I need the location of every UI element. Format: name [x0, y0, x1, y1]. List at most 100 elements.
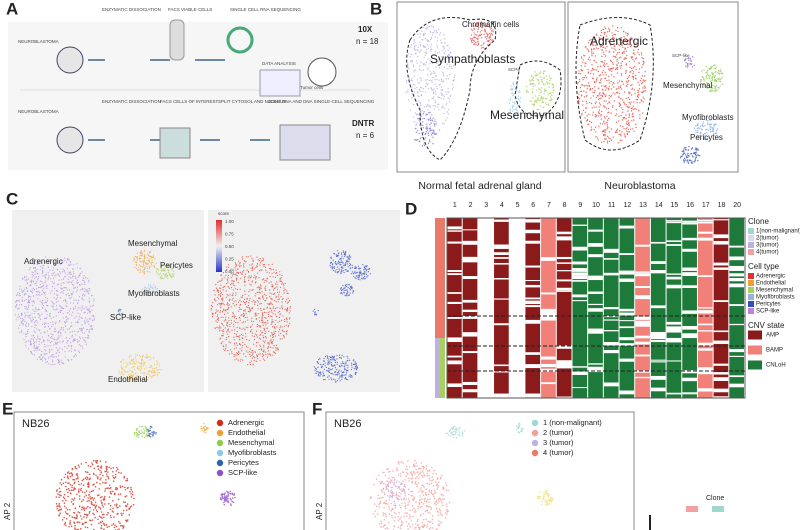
- heat-column: [635, 218, 650, 398]
- heat-stripe: [588, 229, 603, 232]
- heat-stripe: [729, 323, 744, 326]
- heat-stripe: [572, 294, 588, 298]
- heat-stripe: [509, 289, 525, 293]
- legend-item: 1(non-malignant): [756, 229, 800, 235]
- heat-stripe: [635, 271, 650, 273]
- heat-stripe: [650, 361, 666, 363]
- heat-stripe: [650, 270, 666, 274]
- heat-stripe: [682, 377, 697, 382]
- legend-dot: [216, 429, 224, 437]
- heat-stripe: [462, 276, 478, 280]
- heat-stripe: [541, 382, 556, 385]
- cell-cloud: [350, 264, 371, 281]
- heat-stripe: [462, 309, 478, 313]
- heat-stripe: [666, 273, 682, 275]
- heat-stripe: [650, 305, 666, 309]
- heat-stripe: [556, 287, 572, 291]
- legend-item: Pericytes: [756, 302, 781, 308]
- heat-stripe: [572, 268, 588, 272]
- heat-stripe: [556, 236, 572, 241]
- column-label: 15: [671, 202, 679, 209]
- cell-cloud: [382, 479, 407, 500]
- platform: DNTR: [352, 119, 374, 128]
- heat-stripe: [666, 244, 682, 246]
- caption: Neuroblastoma: [604, 180, 675, 192]
- legend-title: Cell type: [748, 262, 780, 271]
- step: DATA ANALYSIS: [262, 61, 296, 66]
- heat-stripe: [619, 337, 635, 341]
- heat-stripe: [713, 377, 729, 381]
- heat-stripe: [650, 261, 666, 264]
- heat-stripe: [541, 368, 556, 372]
- panel-e: E NB26 AP 2 AdrenergicEndothelialMesench…: [2, 399, 305, 530]
- left-annotation: [435, 218, 445, 338]
- heat-stripe: [729, 278, 744, 282]
- step: JOINT RNA AND DNA SINGLE-CELL SEQUENCING: [268, 99, 375, 104]
- panel-label: C: [6, 189, 18, 208]
- legend-item: SCP-like: [756, 309, 780, 315]
- step: SPLIT CYTOSOL AND NUCLEUS: [218, 99, 286, 104]
- heat-stripe: [572, 246, 588, 251]
- legend-swatch: [712, 506, 724, 512]
- heat-stripe: [541, 357, 556, 360]
- column-label: 16: [686, 202, 694, 209]
- step: NEUROBLASTOMA: [18, 109, 59, 114]
- heat-stripe: [666, 326, 682, 330]
- heat-stripe: [572, 224, 588, 226]
- sample-label: NB26: [334, 418, 362, 430]
- heat-stripe: [494, 323, 509, 326]
- heat-column: [682, 218, 697, 398]
- legend-swatch: [748, 330, 762, 340]
- legend-swatch: [686, 506, 698, 512]
- legend-dot: [531, 419, 539, 427]
- seq-icon: [226, 26, 254, 54]
- platform: 10X: [358, 25, 373, 34]
- heat-stripe: [713, 300, 729, 303]
- column-label: 11: [608, 202, 615, 209]
- legend-swatch: [748, 345, 762, 355]
- cell-cloud: [329, 250, 353, 275]
- heat-column: [541, 218, 556, 398]
- legend-swatch: [748, 242, 754, 248]
- cell-cloud: [369, 459, 451, 530]
- heat-stripe: [682, 392, 697, 395]
- heat-stripe: [447, 292, 462, 294]
- cluster-label: SCPs: [508, 67, 520, 72]
- caption: Normal fetal adrenal gland: [418, 180, 541, 192]
- tumor-zoom: [307, 57, 337, 87]
- heat-stripe: [588, 366, 603, 370]
- cluster-label: Pericytes: [160, 261, 193, 270]
- column-label: 1: [453, 202, 457, 209]
- heat-stripe: [494, 219, 509, 222]
- heat-stripe: [478, 244, 494, 247]
- legend-item: 2(tumor): [756, 236, 779, 242]
- heat-stripe: [619, 320, 635, 322]
- heat-stripe: [666, 321, 682, 325]
- heat-stripe: [603, 258, 619, 260]
- heat-stripe: [478, 296, 494, 300]
- cell-cloud: [219, 490, 236, 507]
- heat-stripe: [650, 241, 666, 244]
- colorbar-tick: 1.00: [225, 219, 234, 224]
- colorbar: [216, 220, 222, 272]
- heat-stripe: [447, 338, 462, 343]
- cluster-label: Adrenergic: [24, 257, 63, 266]
- heat-stripe: [697, 388, 713, 392]
- plot-icon: [259, 69, 301, 97]
- umap-frame: [13, 411, 305, 530]
- cell-cloud: [700, 64, 724, 93]
- cell-cloud: [414, 110, 438, 147]
- heat-stripe: [729, 349, 744, 353]
- heat-stripe: [682, 272, 697, 276]
- cluster-label: Adrenergic: [590, 34, 648, 48]
- column-label: 10: [592, 202, 600, 209]
- heat-stripe: [713, 219, 729, 221]
- heat-stripe: [666, 284, 682, 289]
- heat-stripe: [494, 262, 509, 265]
- heat-stripe: [494, 244, 509, 248]
- colorbar-tick: 0.50: [225, 244, 234, 249]
- heat-stripe: [603, 350, 619, 354]
- heat-stripe: [572, 366, 588, 368]
- legend-item: Endothelial: [228, 428, 265, 437]
- heat-stripe: [462, 258, 478, 263]
